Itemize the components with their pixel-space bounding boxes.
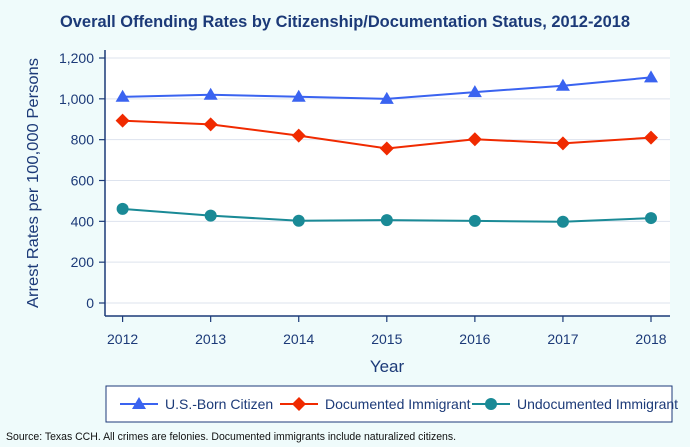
data-point-triangle xyxy=(644,70,658,83)
legend-item: Undocumented Immigrant xyxy=(472,396,678,412)
legend-item: Documented Immigrant xyxy=(280,396,471,412)
x-tick-label: 2014 xyxy=(283,331,314,347)
series-u-s-born-citizen xyxy=(115,70,658,104)
data-point-circle xyxy=(556,215,569,228)
x-tick-label: 2018 xyxy=(635,331,666,347)
data-point-triangle xyxy=(203,87,218,100)
data-point-triangle xyxy=(115,89,130,102)
y-tick-label: 400 xyxy=(71,213,95,229)
y-tick-label: 1,000 xyxy=(59,91,94,107)
data-point-diamond xyxy=(467,132,482,147)
x-tick-label: 2012 xyxy=(107,331,138,347)
series-undocumented-immigrant xyxy=(116,202,657,228)
data-point-diamond xyxy=(555,136,570,151)
y-tick-label: 1,200 xyxy=(59,50,94,66)
y-tick-label: 200 xyxy=(71,254,95,270)
legend xyxy=(105,385,673,423)
x-tick-label: 2013 xyxy=(195,331,226,347)
chart-title: Overall Offending Rates by Citizenship/D… xyxy=(60,12,630,31)
data-point-triangle xyxy=(555,78,570,91)
source-note: Source: Texas CCH. All crimes are feloni… xyxy=(6,431,456,443)
y-axis-label: Arrest Rates per 100,000 Persons xyxy=(25,58,42,308)
data-point-triangle xyxy=(467,85,482,98)
data-point-diamond xyxy=(115,113,130,128)
data-point-circle xyxy=(380,214,393,227)
y-tick-label: 0 xyxy=(86,295,94,311)
legend-marker-circle xyxy=(485,398,497,410)
x-tick-label: 2015 xyxy=(371,331,402,347)
data-point-triangle xyxy=(291,89,306,102)
data-point-circle xyxy=(292,214,305,227)
series-documented-immigrant xyxy=(115,113,658,156)
data-point-diamond xyxy=(203,117,218,132)
data-point-diamond xyxy=(291,128,306,143)
data-point-circle xyxy=(645,212,657,225)
legend-label: Documented Immigrant xyxy=(325,396,471,412)
y-tick-label: 600 xyxy=(71,173,95,189)
data-point-circle xyxy=(204,209,217,222)
legend-item: U.S.-Born Citizen xyxy=(120,396,273,412)
x-tick-label: 2016 xyxy=(459,331,490,347)
y-tick-label: 800 xyxy=(71,132,95,148)
data-point-triangle xyxy=(379,91,394,104)
data-point-diamond xyxy=(379,141,394,156)
legend-label: U.S.-Born Citizen xyxy=(165,396,273,412)
legend-label: Undocumented Immigrant xyxy=(517,396,678,412)
x-tick-label: 2017 xyxy=(547,331,578,347)
plot-area xyxy=(105,50,670,316)
legend-marker-triangle xyxy=(132,397,146,409)
data-point-diamond xyxy=(644,130,658,145)
data-point-circle xyxy=(468,214,481,227)
data-point-circle xyxy=(116,202,129,215)
x-axis-label: Year xyxy=(370,357,405,376)
legend-marker-diamond xyxy=(292,397,306,411)
